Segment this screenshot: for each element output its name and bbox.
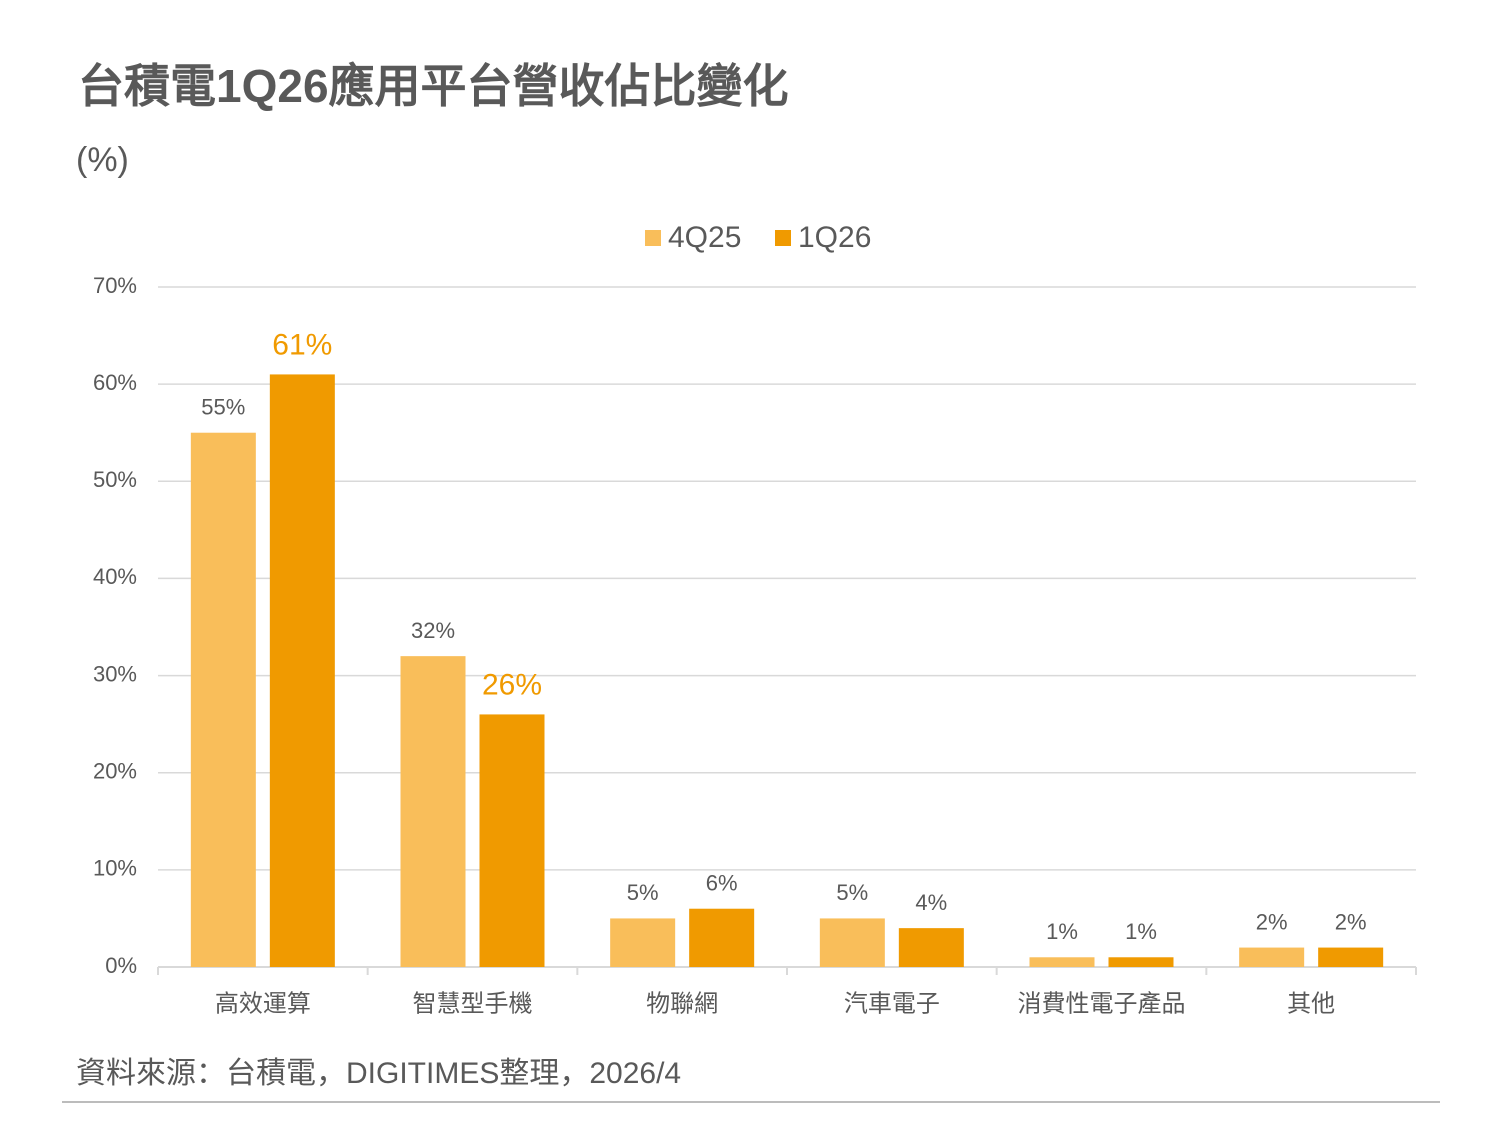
x-tick-label: 其他 [1287,990,1335,1017]
y-tick-label: 70% [93,273,137,298]
value-label: 2% [1256,909,1288,934]
y-tick-label: 40% [93,564,137,589]
bar [1108,957,1174,967]
x-tick-label: 物聯網 [646,990,718,1017]
value-label: 5% [836,880,868,905]
bar [689,908,755,967]
value-label: 5% [627,880,659,905]
chart-subtitle: (%) [76,141,129,179]
legend-label: 1Q26 [798,221,871,254]
value-label: 26% [482,668,542,701]
bar [898,928,964,967]
chart-title: 台積電1Q26應用平台營收佔比變化 [78,60,789,112]
y-tick-label: 0% [105,953,137,978]
bar [190,432,256,967]
bar [1239,947,1305,967]
y-tick-label: 10% [93,856,137,881]
value-label: 6% [706,871,738,896]
y-tick-label: 30% [93,661,137,686]
x-tick-label: 高效運算 [215,990,311,1017]
legend-label: 4Q25 [668,221,741,254]
bar [1318,947,1384,967]
value-label: 1% [1046,919,1078,944]
bar [269,374,335,967]
y-tick-label: 20% [93,759,137,784]
bar [610,918,676,967]
bar [819,918,885,967]
x-tick-label: 智慧型手機 [413,990,533,1017]
x-tick-label: 消費性電子產品 [1018,990,1186,1017]
legend-swatch [775,230,791,246]
value-label: 61% [272,328,332,361]
value-label: 1% [1125,919,1157,944]
x-tick-label: 汽車電子 [844,990,940,1017]
bar [479,714,545,967]
legend-swatch [645,230,661,246]
source-note: 資料來源：台積電，DIGITIMES整理，2026/4 [76,1057,681,1090]
value-label: 55% [201,395,245,420]
value-label: 32% [411,618,455,643]
y-tick-label: 60% [93,370,137,395]
value-label: 2% [1335,909,1367,934]
bar [1029,957,1095,967]
bar [400,656,466,967]
value-label: 4% [915,890,947,915]
y-tick-label: 50% [93,467,137,492]
